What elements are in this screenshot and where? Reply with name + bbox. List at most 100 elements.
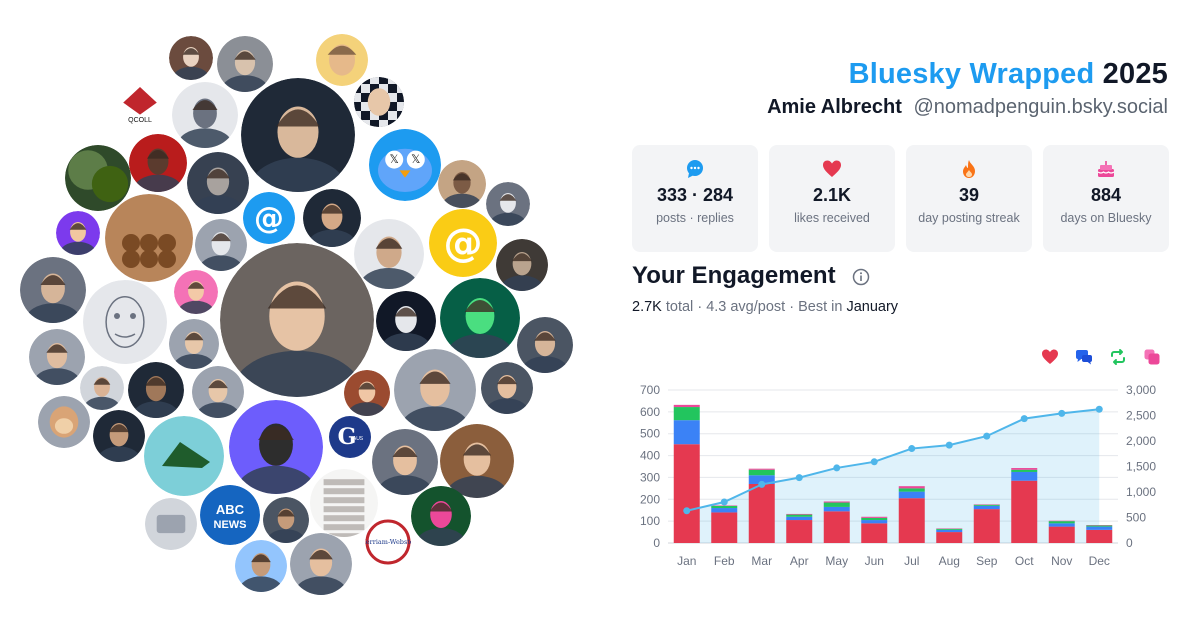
user-handle[interactable]: @nomadpenguin.bsky.social (913, 96, 1168, 118)
avatar[interactable] (169, 319, 219, 382)
bar-segment[interactable] (1011, 480, 1038, 543)
bar-segment[interactable] (861, 517, 888, 521)
avatar[interactable] (303, 189, 361, 262)
avatar[interactable] (169, 36, 213, 91)
avatar[interactable] (440, 424, 514, 517)
avatar[interactable] (195, 219, 247, 284)
avatar[interactable] (496, 239, 548, 304)
avatar[interactable] (394, 349, 476, 452)
avatar[interactable] (486, 182, 530, 237)
bar-segment[interactable] (673, 404, 700, 408)
cumulative-point[interactable] (908, 445, 916, 453)
bar-segment[interactable] (973, 509, 1000, 543)
bar-segment[interactable] (748, 468, 775, 470)
bar-segment[interactable] (1011, 471, 1038, 481)
bar-segment[interactable] (748, 469, 775, 476)
avatar[interactable]: QCOLL (116, 81, 164, 129)
avatar[interactable] (217, 36, 273, 106)
legend-quotes-quote-icon[interactable] (1143, 348, 1161, 366)
avatar[interactable] (438, 160, 486, 220)
bar-segment[interactable] (823, 511, 850, 543)
avatar[interactable] (105, 194, 193, 282)
bar-segment[interactable] (1048, 526, 1075, 543)
bar-segment[interactable] (673, 407, 700, 421)
bar-segment[interactable] (711, 508, 738, 513)
cumulative-point[interactable] (758, 480, 766, 488)
avatar[interactable] (220, 243, 374, 436)
bar-segment[interactable] (1011, 469, 1038, 472)
avatar[interactable] (144, 416, 224, 496)
bar-segment[interactable] (673, 444, 700, 543)
avatar[interactable] (376, 291, 436, 366)
avatar[interactable] (29, 329, 85, 399)
bar-segment[interactable] (711, 505, 738, 509)
bar-segment[interactable] (786, 514, 813, 517)
avatar[interactable] (20, 257, 86, 340)
bar-segment[interactable] (823, 501, 850, 503)
bar-segment[interactable] (861, 523, 888, 543)
avatar[interactable] (172, 82, 238, 165)
legend-reposts-repost-icon[interactable] (1109, 348, 1127, 366)
bar-segment[interactable] (1086, 529, 1113, 543)
bar-segment[interactable] (936, 529, 963, 533)
bar-segment[interactable] (748, 475, 775, 484)
avatar[interactable] (129, 134, 187, 207)
avatar[interactable]: @ (429, 209, 497, 277)
avatar[interactable] (192, 366, 244, 431)
avatar[interactable] (411, 486, 471, 561)
avatar[interactable] (187, 152, 249, 230)
bar-segment[interactable] (861, 516, 888, 518)
avatar[interactable] (145, 498, 197, 550)
avatar[interactable] (310, 469, 378, 539)
bar-segment[interactable] (898, 491, 925, 499)
avatar[interactable]: ABC NEWS (200, 485, 260, 545)
avatar[interactable] (517, 317, 573, 387)
bar-segment[interactable] (898, 486, 925, 489)
avatar[interactable] (38, 396, 90, 448)
avatar[interactable] (481, 362, 533, 427)
cumulative-point[interactable] (833, 464, 841, 472)
bar-segment[interactable] (786, 516, 813, 521)
avatar[interactable] (241, 78, 355, 220)
avatar[interactable] (83, 280, 167, 364)
avatar[interactable] (372, 429, 438, 512)
avatar[interactable]: Merriam-Webster (359, 519, 418, 565)
bar-segment[interactable] (898, 488, 925, 492)
bar-segment[interactable] (898, 498, 925, 543)
avatar[interactable] (290, 533, 352, 611)
bar-segment[interactable] (823, 502, 850, 507)
bar-segment[interactable] (1086, 526, 1113, 530)
bar-segment[interactable] (823, 506, 850, 512)
avatar[interactable] (65, 145, 131, 211)
bar-segment[interactable] (786, 520, 813, 543)
bar-segment[interactable] (936, 532, 963, 543)
avatar[interactable] (440, 278, 520, 378)
bar-segment[interactable] (973, 505, 1000, 510)
avatar[interactable] (316, 34, 368, 86)
avatar[interactable] (174, 270, 218, 325)
cumulative-point[interactable] (945, 441, 953, 449)
avatar[interactable] (229, 400, 323, 518)
bar-segment[interactable] (973, 504, 1000, 506)
avatar[interactable] (352, 75, 406, 129)
cumulative-point[interactable] (1095, 405, 1103, 413)
bar-segment[interactable] (1048, 521, 1075, 524)
bar-segment[interactable] (786, 513, 813, 515)
avatar[interactable]: @ (243, 192, 295, 244)
cumulative-point[interactable] (1020, 415, 1028, 423)
cumulative-point[interactable] (795, 474, 803, 482)
avatar[interactable] (344, 370, 390, 428)
legend-replies-reply-icon[interactable] (1075, 348, 1093, 366)
avatar[interactable] (354, 219, 424, 307)
avatar[interactable] (80, 366, 124, 421)
cumulative-point[interactable] (720, 498, 728, 506)
bar-segment[interactable] (936, 528, 963, 530)
bar-segment[interactable] (861, 520, 888, 524)
avatar[interactable] (235, 540, 287, 605)
bar-segment[interactable] (1086, 525, 1113, 527)
info-icon[interactable] (852, 268, 870, 286)
bar-segment[interactable] (1011, 468, 1038, 470)
bar-segment[interactable] (673, 420, 700, 445)
